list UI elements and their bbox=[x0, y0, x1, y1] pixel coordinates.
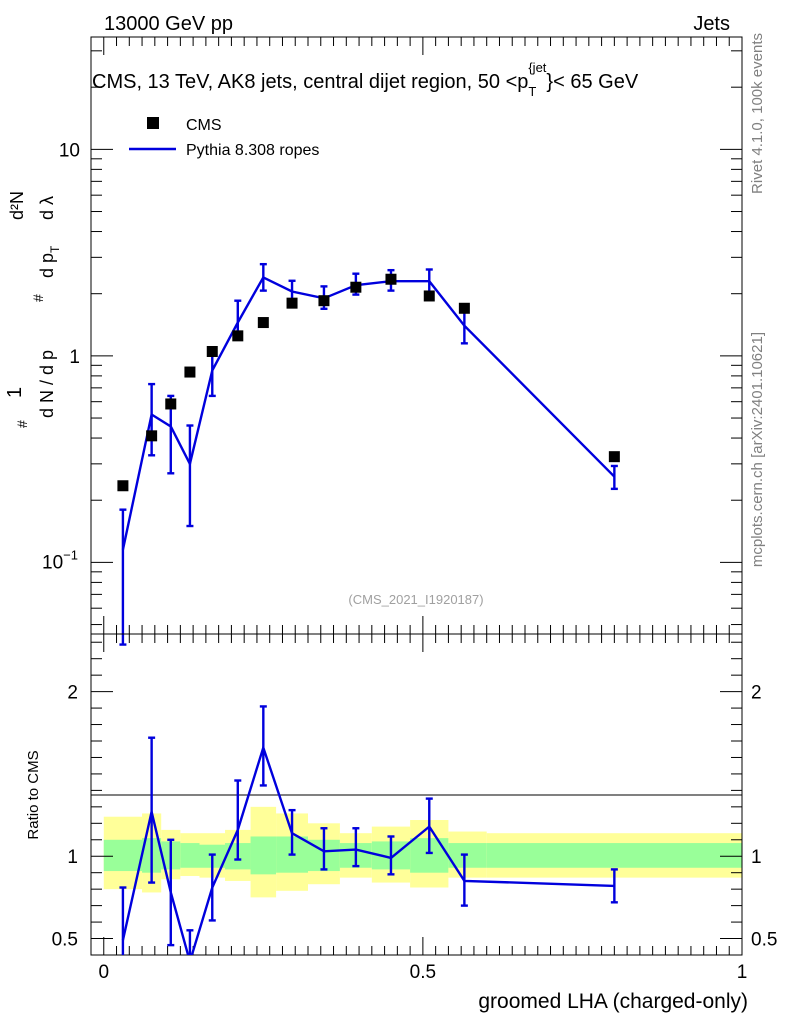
cms-data-point bbox=[286, 297, 298, 309]
ratio-ytick-label-right: 2 bbox=[751, 683, 762, 704]
cms-data-point bbox=[184, 366, 196, 378]
cms-data-point bbox=[385, 273, 397, 285]
title-part-end: < 65 GeV bbox=[553, 71, 639, 93]
main-ytick-label: 10−1 bbox=[42, 547, 78, 573]
ratio-band-inner bbox=[486, 843, 742, 868]
header-left-label: 13000 GeV pp bbox=[104, 13, 233, 35]
cms-data-point bbox=[165, 398, 177, 410]
cms-data-point bbox=[117, 480, 129, 492]
ratio-pythia-line bbox=[121, 743, 615, 955]
ylabel-t-sub: T bbox=[48, 245, 62, 253]
header-right-label: Jets bbox=[693, 13, 730, 35]
cms-data-point bbox=[257, 317, 269, 329]
model-series bbox=[119, 262, 618, 646]
analysis-watermark: (CMS_2021_I1920187) bbox=[348, 592, 483, 607]
xtick-label: 0 bbox=[98, 962, 109, 983]
cms-data-point bbox=[608, 451, 620, 463]
ratio-model-series bbox=[119, 705, 618, 955]
ratio-band-inner bbox=[180, 843, 200, 868]
legend-pythia-label: Pythia 8.308 ropes bbox=[186, 142, 319, 159]
ratio-ytick-label-left: 2 bbox=[67, 683, 78, 704]
xtick-label: 0.5 bbox=[410, 962, 436, 983]
title-superscript-close: } bbox=[546, 71, 553, 93]
main-xticks bbox=[103, 37, 743, 634]
ytick-base: 10 bbox=[42, 552, 63, 573]
ratio-minor-ticks bbox=[91, 641, 742, 956]
main-ytick-label: 1 bbox=[69, 347, 80, 368]
title-superscript: {jet bbox=[528, 60, 546, 75]
ratio-ytick-label-left: 1 bbox=[67, 847, 78, 868]
cms-data-point bbox=[206, 345, 218, 357]
main-ylabel: # d N / d p 1 # d p T d²N d λ bbox=[3, 185, 64, 428]
mcplots-label: mcplots.cern.ch [arXiv:2401.10621] bbox=[749, 332, 766, 567]
ylabel-dlambda: d λ bbox=[37, 196, 57, 220]
ratio-ytick-label-right: 1 bbox=[751, 847, 762, 868]
legend-cms-marker bbox=[147, 117, 159, 129]
pythia-line bbox=[121, 275, 616, 551]
ytick-exponent: −1 bbox=[63, 547, 78, 562]
ylabel-hash: # bbox=[14, 420, 30, 428]
ratio-ytick-label-right: 0.5 bbox=[751, 930, 777, 951]
xtick-label: 1 bbox=[737, 962, 748, 983]
cms-data-point bbox=[232, 330, 244, 342]
ratio-panel: 0.5 0.51 12 2 0 0.5 1 Ratio to CMS groomed LH… bbox=[25, 633, 778, 1013]
ratio-uncertainty-bands bbox=[103, 806, 742, 898]
ylabel-hash-2: # bbox=[30, 294, 46, 302]
legend-cms-label: CMS bbox=[186, 117, 222, 134]
ratio-band-inner bbox=[250, 836, 277, 875]
data-series bbox=[117, 273, 620, 492]
ylabel-d2n: d²N bbox=[7, 191, 27, 220]
cms-data-point bbox=[350, 281, 362, 293]
ylabel-one: 1 bbox=[4, 387, 26, 398]
ylabel-dn: d N / d p bbox=[37, 350, 57, 418]
ratio-ytick-label-left: 0.5 bbox=[52, 930, 78, 951]
title-subscript: T bbox=[528, 84, 536, 99]
main-ytick-label: 10 bbox=[59, 140, 80, 161]
title-part-main: CMS, 13 TeV, AK8 jets, central dijet reg… bbox=[92, 71, 528, 93]
ratio-xticks: 0 0.5 1 bbox=[98, 634, 747, 983]
cms-data-point bbox=[318, 295, 330, 307]
ratio-frame bbox=[90, 633, 743, 956]
ylabel-dp: d p bbox=[37, 253, 57, 278]
x-axis-label: groomed LHA (charged-only) bbox=[478, 990, 748, 1013]
ratio-yticks: 0.5 0.5 1 1 2 2 bbox=[52, 683, 778, 951]
ratio-band-inner bbox=[103, 839, 143, 872]
main-minor-ticks bbox=[91, 50, 742, 626]
chart-title: CMS, 13 TeV, AK8 jets, central dijet reg… bbox=[92, 60, 639, 99]
legend: CMS Pythia 8.308 ropes bbox=[129, 117, 319, 159]
ratio-ylabel: Ratio to CMS bbox=[25, 750, 42, 839]
svg-text:# d N / d p 1: # d N / d p 1 # d p T d²N d λ bbox=[3, 185, 64, 428]
cms-data-point bbox=[146, 430, 158, 442]
rivet-version-label: Rivet 4.1.0, 100k events bbox=[749, 33, 766, 194]
cms-data-point bbox=[423, 290, 435, 302]
cms-data-point bbox=[458, 302, 470, 314]
